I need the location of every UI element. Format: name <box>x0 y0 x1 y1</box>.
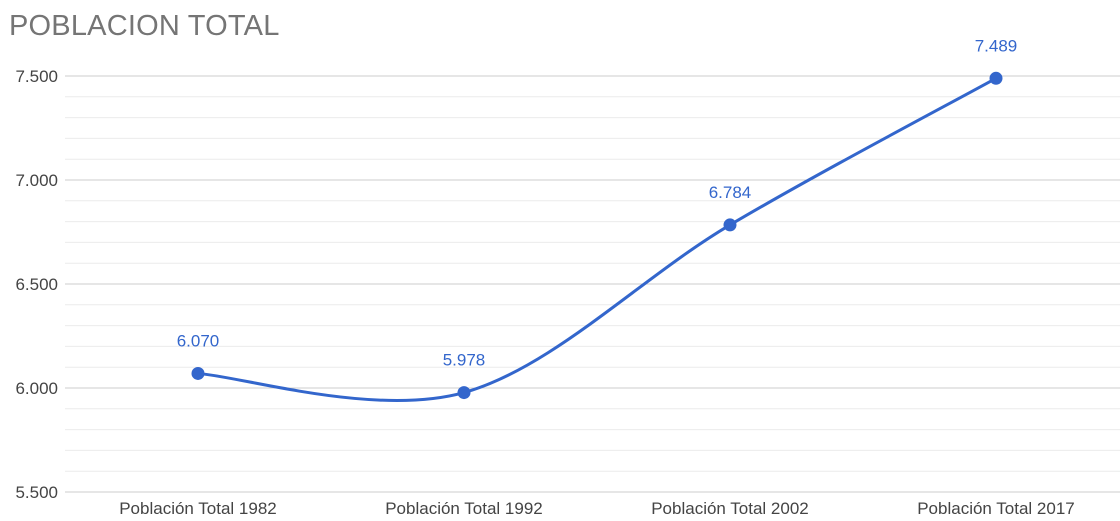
series-line-layer <box>196 76 998 403</box>
data-label: 5.978 <box>443 351 486 370</box>
x-tick-label: Población Total 1982 <box>119 499 277 518</box>
data-labels: 6.070 5.978 6.784 7.489 <box>177 36 1018 369</box>
y-tick-label: 6.000 <box>15 379 58 398</box>
data-label: 6.070 <box>177 331 220 350</box>
x-tick-label: Población Total 2017 <box>917 499 1075 518</box>
data-point <box>989 71 1003 85</box>
y-tick-label: 7.000 <box>15 171 58 190</box>
data-label: 7.489 <box>975 36 1018 55</box>
y-tick-label: 5.500 <box>15 483 58 502</box>
x-axis-tick-labels: Población Total 1982 Población Total 1992… <box>119 499 1075 518</box>
chart-title: POBLACION TOTAL <box>9 10 280 42</box>
y-tick-label: 6.500 <box>15 275 58 294</box>
data-points <box>191 71 1003 400</box>
data-point <box>723 218 737 232</box>
x-tick-label: Población Total 1992 <box>385 499 543 518</box>
series-line <box>196 76 998 403</box>
data-label: 6.784 <box>709 183 752 202</box>
data-point <box>191 366 205 380</box>
data-point <box>457 386 471 400</box>
gridlines <box>65 75 1120 493</box>
y-tick-label: 7.500 <box>15 67 58 86</box>
y-axis-tick-labels: 5.500 6.000 6.500 7.000 7.500 <box>15 67 58 502</box>
x-tick-label: Población Total 2002 <box>651 499 809 518</box>
